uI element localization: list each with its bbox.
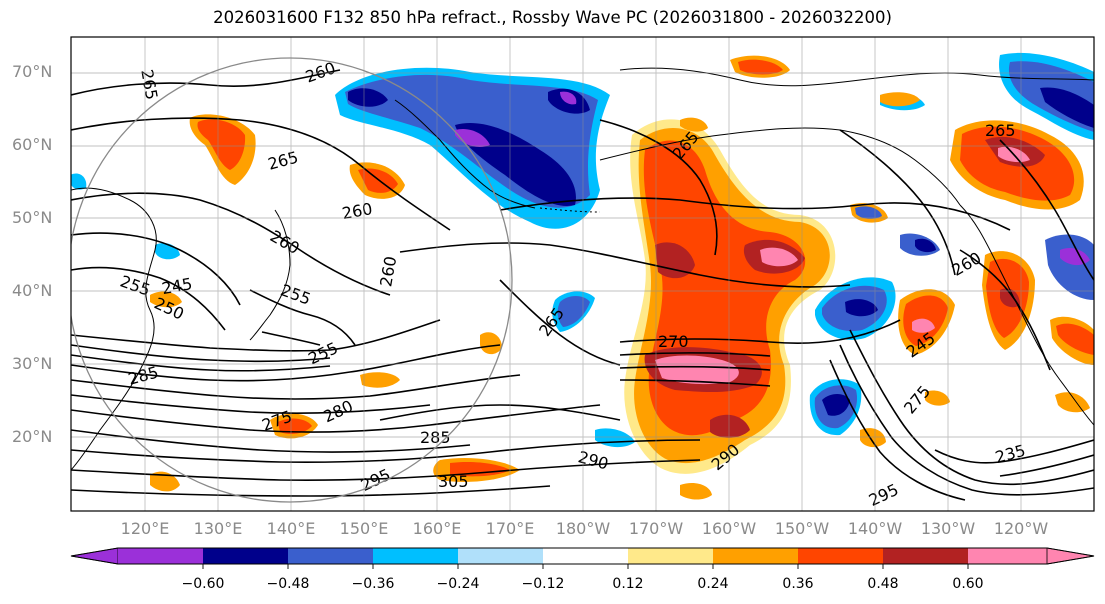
coastlines <box>71 67 1094 471</box>
lon-label: 130°E <box>193 519 243 538</box>
lon-label: 120°W <box>993 519 1049 538</box>
colorbar-tick-label: 0.60 <box>952 576 984 592</box>
anomaly-shading <box>71 52 1094 500</box>
lon-label: 150°E <box>339 519 389 538</box>
lat-label: 20°N <box>12 427 53 446</box>
coastline-north-america <box>959 204 1094 426</box>
lon-label: 140°W <box>847 519 903 538</box>
lat-label: 40°N <box>12 281 53 300</box>
lon-label: 170°E <box>485 519 535 538</box>
map-frame <box>70 36 1095 512</box>
contour-label: 305 <box>438 472 469 491</box>
coastline-arctic <box>619 67 1094 87</box>
lat-label: 60°N <box>12 135 53 154</box>
lon-label: 130°W <box>920 519 976 538</box>
contour-label: 270 <box>658 332 689 351</box>
gridlines <box>71 37 1094 511</box>
colorbar-tick-label: −0.12 <box>521 576 565 592</box>
colorbar-tick-label: 0.12 <box>612 576 644 592</box>
lon-label: 180°W <box>555 519 611 538</box>
colorbar-tick-label: −0.48 <box>266 576 310 592</box>
map-title: 2026031600 F132 850 hPa refract., Rossby… <box>213 8 892 27</box>
lon-label: 120°E <box>120 519 170 538</box>
lat-label: 30°N <box>12 354 53 373</box>
refractivity-contours <box>71 69 1094 501</box>
lat-label: 70°N <box>12 62 53 81</box>
lon-label: 160°W <box>701 519 757 538</box>
contour-label: 285 <box>420 428 451 447</box>
colorbar-tick-label: −0.24 <box>436 576 480 592</box>
coastline-asia <box>71 187 157 471</box>
lat-label: 50°N <box>12 208 53 227</box>
colorbar-tick-label: 0.36 <box>782 576 814 592</box>
lon-label: 170°W <box>628 519 684 538</box>
aleutian-islands <box>539 207 601 213</box>
contour-label: 265 <box>985 121 1016 140</box>
colorbar-tick-label: 0.24 <box>697 576 729 592</box>
lon-label: 150°W <box>774 519 830 538</box>
coastline-kamchatka <box>394 99 536 209</box>
coastline-japan <box>249 209 291 341</box>
colorbar-tick-label: −0.60 <box>181 576 225 592</box>
coastline-alaska <box>599 127 961 206</box>
colorbar-tick-label: −0.36 <box>351 576 395 592</box>
lon-label: 140°E <box>266 519 316 538</box>
range-circle <box>71 57 513 503</box>
lon-label: 160°E <box>412 519 462 538</box>
colorbar-tick-label: 0.48 <box>867 576 899 592</box>
